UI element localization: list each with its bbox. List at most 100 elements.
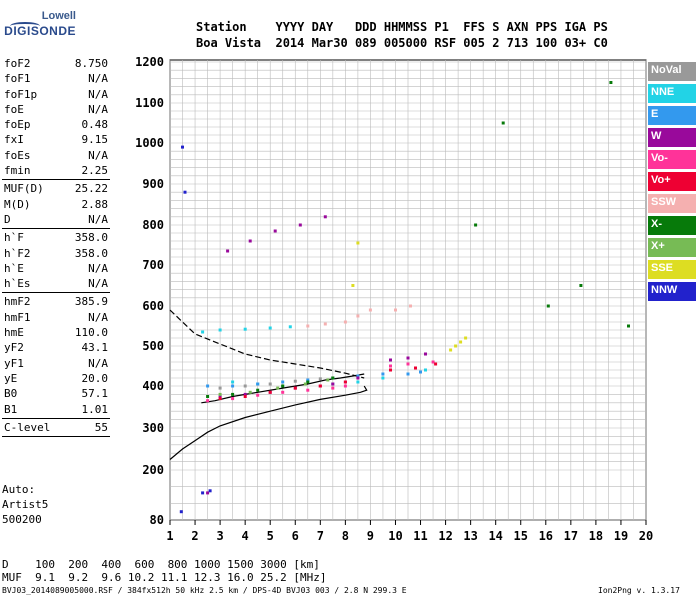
param-value: 2.88 [81, 197, 109, 211]
param-key: foEs [4, 148, 31, 162]
x-tick-label: 9 [367, 529, 374, 543]
data-point-e [231, 384, 235, 388]
data-point-nne [218, 328, 222, 332]
data-point-x- [331, 376, 335, 380]
x-tick-label: 16 [539, 529, 553, 543]
x-tick-label: 11 [413, 529, 427, 543]
param-key: C-level [4, 420, 51, 434]
data-point-ssw [343, 320, 347, 324]
legend-item: SSE [648, 260, 696, 279]
param-value: 8.750 [74, 57, 108, 70]
data-point-x- [303, 382, 307, 386]
data-point-vo- [243, 395, 247, 398]
param-value: 57.1 [81, 387, 109, 401]
data-point-nne [424, 368, 427, 372]
param-row: foEp 0.48 [2, 117, 110, 132]
param-value: 9.15 [81, 133, 109, 147]
param-key: yE [4, 371, 18, 385]
x-tick-label: 3 [216, 529, 223, 543]
data-point-sse [351, 284, 355, 287]
data-point-sse [449, 348, 453, 352]
data-point-e [281, 380, 285, 384]
data-point-e [381, 372, 385, 376]
data-point-vo- [406, 362, 410, 366]
parameter-group-profile: hmF2 385.9 hmF1 N/A hmE 110.0 yF2 43.1 yF1 N/A yE 2… [2, 294, 110, 416]
data-point-w [356, 376, 360, 380]
param-row: fmin 2.25 [2, 163, 110, 178]
data-point-vo- [281, 390, 285, 394]
param-key: h`F2 [4, 246, 31, 260]
legend-item: NNW [648, 282, 696, 301]
y-tick-label: 300 [142, 421, 164, 435]
param-value: N/A [88, 356, 108, 370]
data-point-x- [326, 378, 330, 382]
param-key: MUF(D) [4, 182, 44, 196]
param-row: h`Es N/A [2, 276, 110, 291]
data-point-x- [248, 390, 252, 394]
legend-item: X+ [648, 238, 696, 257]
digisonde-logo: Lowell DIGISONDE [4, 8, 76, 44]
y-tick-label: 700 [142, 258, 164, 272]
data-point-vo- [414, 366, 417, 370]
autoscaling-info: Auto: Artist5 500200 [2, 482, 48, 527]
data-point-vo- [218, 397, 222, 401]
data-point-e [206, 384, 210, 388]
data-point-vo- [306, 388, 310, 392]
y-tick-label: 1200 [135, 55, 164, 69]
x-tick-label: 7 [317, 529, 324, 543]
param-value: N/A [88, 212, 108, 226]
legend-item: Vo+ [648, 172, 696, 191]
data-point-vo- [231, 397, 235, 401]
y-tick-label: 1000 [135, 136, 164, 150]
x-tick-label: 2 [191, 529, 198, 543]
x-tick-label: 18 [589, 529, 603, 543]
data-point-e [256, 382, 260, 386]
data-point-w [298, 223, 302, 227]
data-point-w [389, 358, 392, 362]
data-point-sse [454, 344, 458, 348]
data-point-nnw [181, 145, 184, 149]
data-point-ssw [394, 308, 397, 312]
param-row: MUF(D) 25.22 [2, 181, 110, 196]
x-tick-label: 14 [488, 529, 502, 543]
param-key: fmin [4, 164, 31, 178]
param-value: 385.9 [74, 295, 108, 309]
data-point-sse [356, 241, 360, 245]
data-point-vo- [206, 399, 210, 403]
param-value: N/A [88, 261, 108, 275]
param-row: yF1 N/A [2, 356, 110, 371]
data-point-vo- [268, 390, 272, 394]
data-point-nnw [183, 190, 187, 194]
param-key: foF1 [4, 72, 31, 86]
param-row: foF1 N/A [2, 71, 110, 86]
legend-item: W [648, 128, 696, 147]
data-point-nne [381, 376, 385, 380]
y-tick-label: 1100 [135, 96, 164, 110]
x-tick-label: 1 [166, 529, 173, 543]
param-row: yE 20.0 [2, 371, 110, 386]
auto-version: 500200 [2, 513, 42, 526]
param-value: 2.25 [81, 164, 109, 178]
data-point-x- [546, 304, 550, 308]
param-row: C-level 55 [2, 420, 110, 435]
separator [2, 179, 110, 181]
param-value: 43.1 [81, 341, 109, 355]
y-tick-label: 600 [142, 299, 164, 313]
data-point-nne [231, 380, 235, 384]
data-point-w [331, 382, 335, 386]
legend-item: X- [648, 216, 696, 235]
data-point-ssw [409, 304, 412, 308]
data-point-w [424, 352, 427, 356]
parameter-group-virtual-heights: h`F 358.0 h`F2 358.0 h`E N/A h`Es N/A [2, 230, 110, 291]
muf-table-distance: D 100 200 400 600 800 1000 1500 3000 [km… [2, 558, 320, 571]
separator [2, 228, 110, 230]
y-tick-label: 800 [142, 218, 164, 232]
param-value: 0.48 [81, 118, 109, 132]
data-point-w [323, 215, 327, 219]
data-point-nnw [201, 491, 205, 495]
param-value: 110.0 [74, 326, 108, 340]
data-point-w [406, 356, 410, 360]
data-point-noval [318, 377, 322, 381]
param-key: foE [4, 102, 24, 116]
footer-version: Ion2Png v. 1.3.17 [598, 586, 680, 595]
